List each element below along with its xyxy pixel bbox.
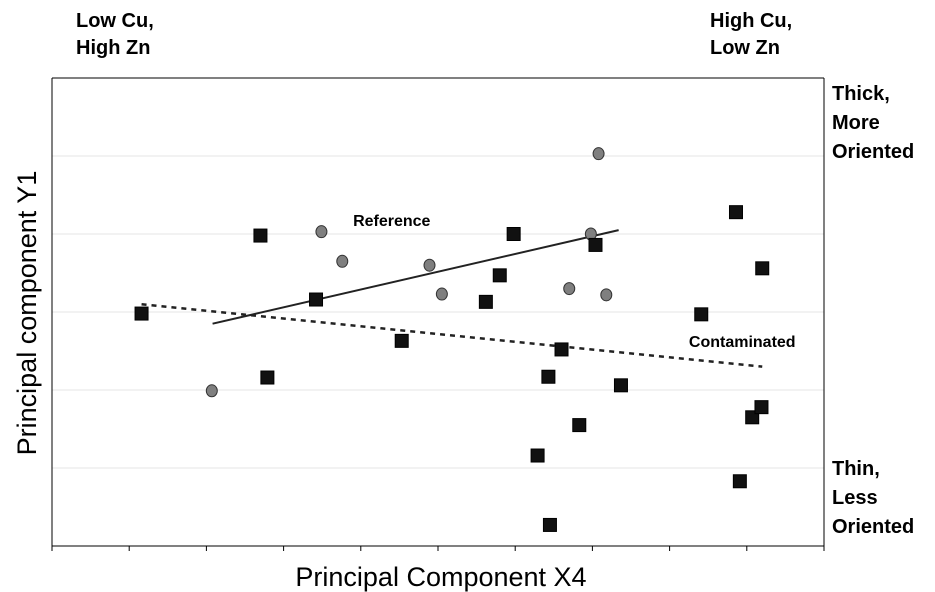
square-point [260, 370, 275, 385]
contaminated-trend-line [141, 302, 763, 368]
square-point [394, 333, 409, 348]
square-point [478, 294, 493, 309]
square-point [755, 261, 770, 276]
circle-point [336, 254, 349, 268]
right-bottom-label: Oriented [832, 516, 914, 538]
square-point [541, 369, 556, 384]
square-point [728, 205, 743, 220]
square-point [554, 342, 569, 357]
square-point [492, 268, 507, 283]
top-right-label: High Cu, [710, 10, 792, 32]
reference-trend-line [212, 229, 619, 325]
square-point [506, 227, 521, 241]
circle-point [315, 225, 328, 239]
square-point [732, 474, 747, 489]
circle-point [423, 258, 436, 272]
square-point [572, 418, 587, 433]
square-point [253, 228, 268, 243]
circle-point [592, 147, 605, 161]
square-point [613, 378, 628, 393]
square-point [530, 448, 545, 463]
trend-line-labels: Reference Contaminated [353, 213, 795, 351]
circle-point [435, 287, 448, 301]
right-top-label: Oriented [832, 141, 914, 163]
square-point [542, 517, 557, 532]
x-axis-title: Principal Component X4 [295, 562, 586, 592]
right-bottom-label: Less [832, 487, 878, 509]
right-bottom-label: Thin, [832, 458, 880, 480]
y-axis-title: Principal component Y1 [12, 171, 42, 456]
square-point [694, 307, 709, 322]
circle-point [563, 282, 576, 296]
square-point [588, 237, 603, 252]
right-top-label: More [832, 112, 880, 134]
contaminated-label: Contaminated [689, 334, 796, 351]
square-point [754, 400, 769, 415]
right-top-label: Thick, [832, 83, 890, 105]
top-left-label: Low Cu, [76, 10, 154, 32]
square-point [309, 292, 324, 307]
plot-frame [51, 77, 825, 551]
square-point [134, 306, 149, 321]
top-right-label: Low Zn [710, 37, 780, 59]
top-left-label: High Zn [76, 37, 150, 59]
circle-point [205, 384, 218, 398]
circle-point [600, 288, 613, 302]
gridlines [52, 155, 824, 469]
data-points [134, 147, 770, 532]
trend-lines [141, 229, 763, 368]
reference-label: Reference [353, 213, 430, 230]
